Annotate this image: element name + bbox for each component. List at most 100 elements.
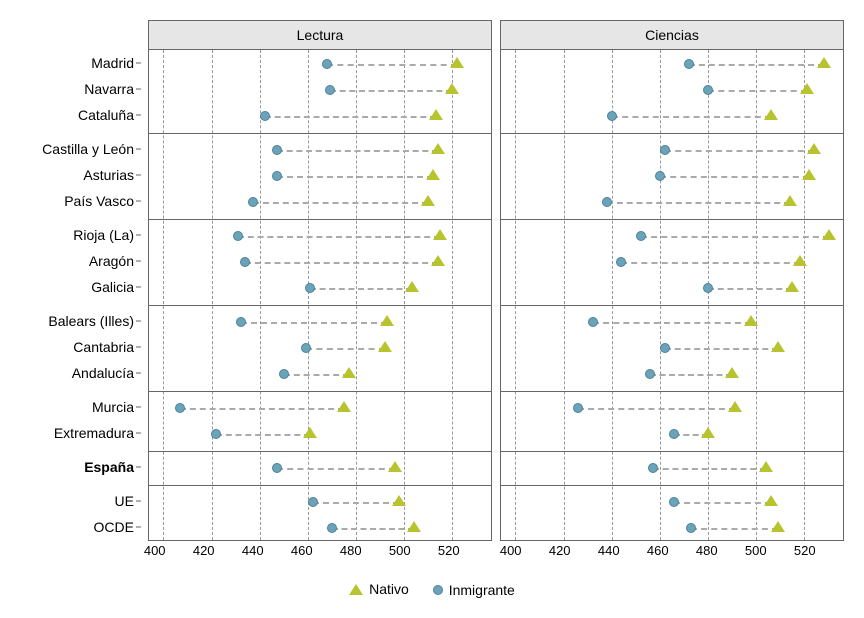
- triangle-marker: [759, 461, 773, 472]
- y-label: Extremadura: [54, 425, 134, 441]
- triangle-marker: [807, 143, 821, 154]
- circle-marker: [669, 429, 679, 439]
- y-label: Murcia: [92, 399, 134, 415]
- y-tick: [136, 89, 141, 90]
- grid-line: [708, 50, 709, 540]
- connector-line: [216, 434, 310, 436]
- plot-area-lectura: [149, 50, 491, 540]
- triangle-marker: [771, 341, 785, 352]
- x-tick-label: 520: [794, 543, 816, 558]
- y-tick: [136, 501, 141, 502]
- circle-marker: [272, 463, 282, 473]
- y-tick: [136, 373, 141, 374]
- y-tick: [136, 175, 141, 176]
- circle-marker: [669, 497, 679, 507]
- x-tick-label: 440: [598, 543, 620, 558]
- circle-marker: [236, 317, 246, 327]
- legend: Nativo Inmigrante: [20, 581, 844, 598]
- connector-line: [665, 150, 814, 152]
- grid-line: [212, 50, 213, 540]
- grid-line: [163, 50, 164, 540]
- circle-marker: [233, 231, 243, 241]
- group-separator: [501, 391, 843, 392]
- connector-line: [284, 374, 349, 376]
- grid-line: [260, 50, 261, 540]
- circle-marker: [645, 369, 655, 379]
- connector-line: [660, 176, 809, 178]
- x-tick-label: 480: [340, 543, 362, 558]
- legend-item-inmigrante: Inmigrante: [433, 582, 515, 598]
- y-label: Navarra: [84, 81, 134, 97]
- triangle-marker: [380, 315, 394, 326]
- y-label: OCDE: [94, 519, 134, 535]
- group-separator: [501, 485, 843, 486]
- y-label: País Vasco: [64, 193, 134, 209]
- y-tick: [136, 527, 141, 528]
- x-tick-label: 460: [647, 543, 669, 558]
- circle-marker: [648, 463, 658, 473]
- y-label: Cantabria: [73, 339, 134, 355]
- grid-line: [756, 50, 757, 540]
- circle-marker: [305, 283, 315, 293]
- x-tick-label: 420: [193, 543, 215, 558]
- y-tick: [136, 321, 141, 322]
- y-label: Aragón: [89, 253, 134, 269]
- y-tick: [136, 201, 141, 202]
- circle-marker: [636, 231, 646, 241]
- y-tick: [136, 287, 141, 288]
- grid-line: [404, 50, 405, 540]
- triangle-icon: [349, 584, 363, 595]
- panel-lectura: Lectura: [148, 20, 492, 541]
- x-tick-label: 400: [144, 543, 166, 558]
- connector-line: [621, 262, 799, 264]
- y-label: Castilla y León: [42, 141, 134, 157]
- triangle-marker: [764, 495, 778, 506]
- connector-line: [612, 116, 771, 118]
- legend-label-inmigrante: Inmigrante: [449, 582, 515, 598]
- circle-marker: [260, 111, 270, 121]
- circle-marker: [655, 171, 665, 181]
- x-tick-label: 440: [242, 543, 264, 558]
- connector-line: [327, 64, 457, 66]
- legend-item-nativo: Nativo: [349, 581, 409, 597]
- y-label: Cataluña: [78, 107, 134, 123]
- connector-line: [593, 322, 752, 324]
- plot-area-ciencias: [501, 50, 843, 540]
- triangle-marker: [421, 195, 435, 206]
- x-axis-lectura: 400420440460480500520: [140, 541, 488, 563]
- connector-line: [238, 236, 440, 238]
- group-separator: [149, 485, 491, 486]
- circle-marker: [272, 145, 282, 155]
- connector-line: [313, 502, 400, 504]
- triangle-marker: [800, 83, 814, 94]
- panels-row: MadridNavarraCataluñaCastilla y LeónAstu…: [20, 20, 844, 541]
- x-tick-label: 520: [438, 543, 460, 558]
- triangle-marker: [783, 195, 797, 206]
- circle-marker: [607, 111, 617, 121]
- circle-marker: [686, 523, 696, 533]
- circle-marker: [272, 171, 282, 181]
- chart-container: MadridNavarraCataluñaCastilla y LeónAstu…: [0, 0, 864, 608]
- circle-marker: [602, 197, 612, 207]
- triangle-marker: [337, 401, 351, 412]
- grid-line: [564, 50, 565, 540]
- connector-line: [708, 288, 792, 290]
- x-tick-label: 500: [389, 543, 411, 558]
- legend-label-nativo: Nativo: [369, 581, 409, 597]
- circle-marker: [301, 343, 311, 353]
- y-tick: [136, 63, 141, 64]
- connector-line: [241, 322, 388, 324]
- connector-line: [650, 374, 732, 376]
- y-label: Balears (Illes): [48, 313, 134, 329]
- circle-marker: [308, 497, 318, 507]
- x-tick-label: 400: [500, 543, 522, 558]
- connector-line: [691, 528, 778, 530]
- connector-line: [653, 468, 766, 470]
- x-tick-label: 480: [696, 543, 718, 558]
- y-tick: [136, 347, 141, 348]
- y-label: Asturias: [83, 167, 134, 183]
- connector-line: [245, 262, 438, 264]
- connector-line: [330, 90, 453, 92]
- group-separator: [501, 451, 843, 452]
- grid-line: [612, 50, 613, 540]
